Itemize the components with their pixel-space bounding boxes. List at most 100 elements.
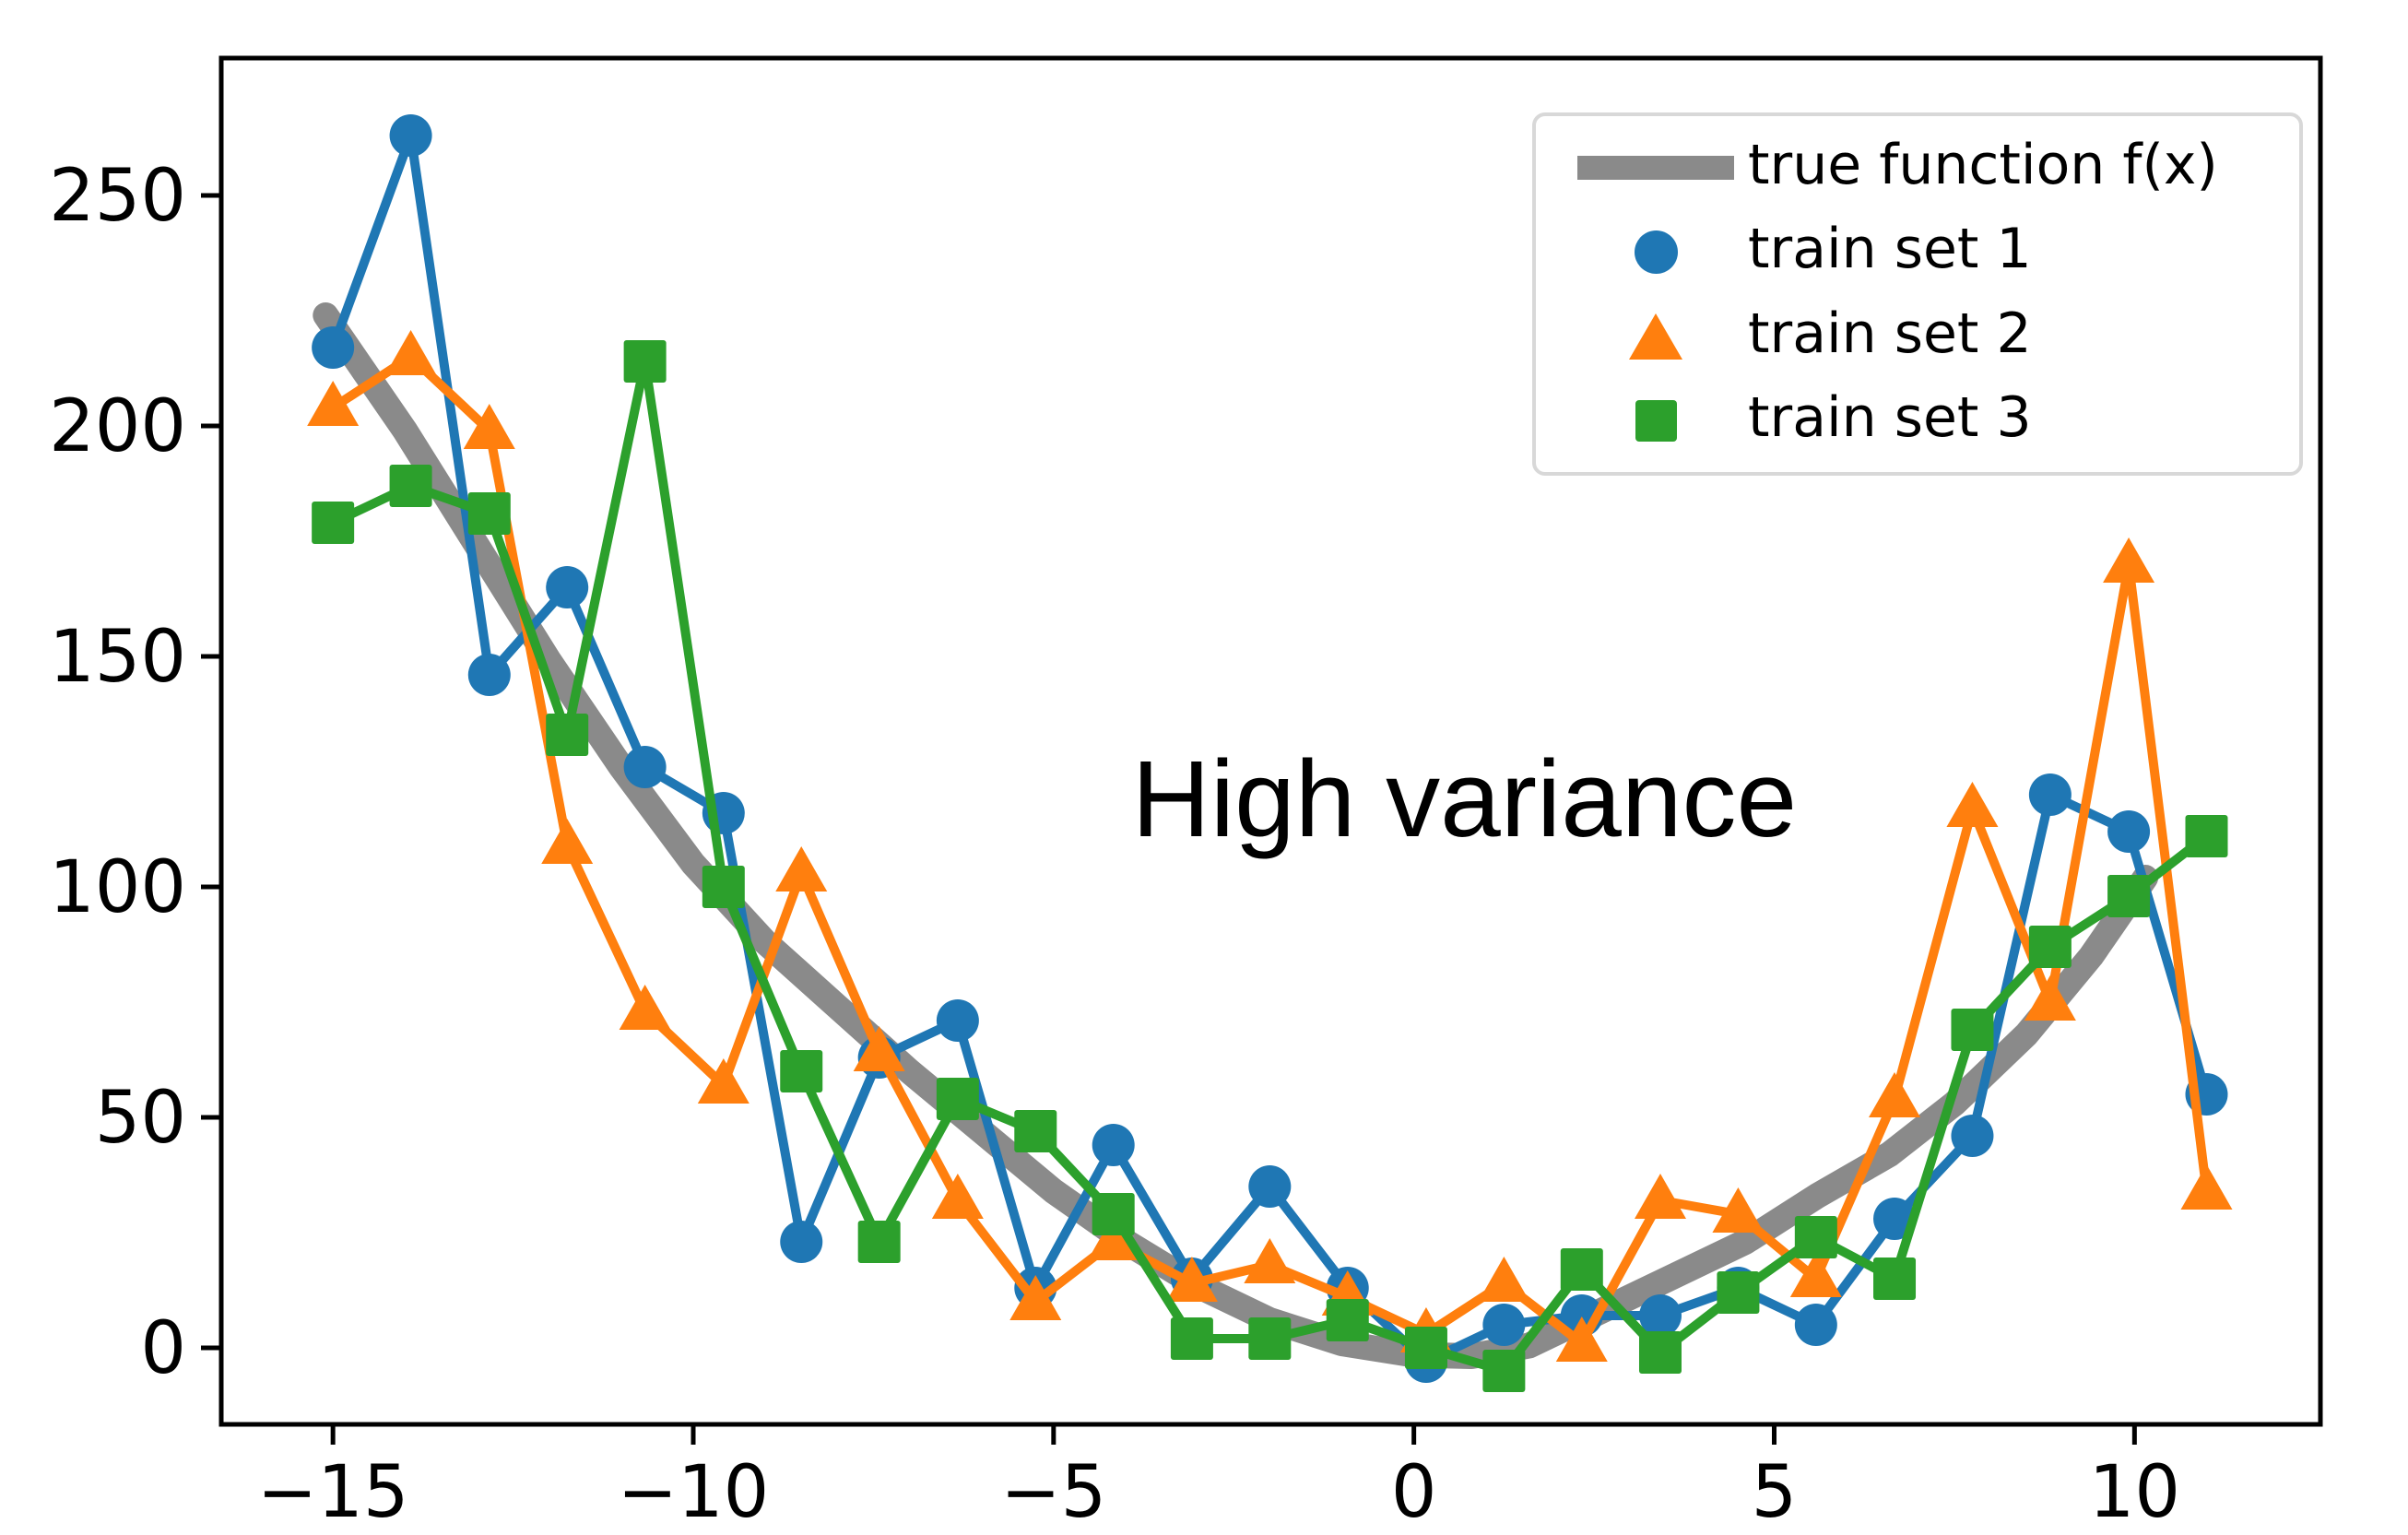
marker-square	[1717, 1271, 1760, 1314]
y-tick-label: 50	[95, 1077, 186, 1160]
marker-square	[1951, 1009, 1994, 1051]
marker-circle	[389, 114, 432, 157]
marker-square	[936, 1078, 979, 1120]
x-tick-label: 5	[1752, 1451, 1798, 1534]
y-tick-label: 0	[140, 1307, 186, 1390]
series-train-set-3	[312, 340, 2228, 1392]
marker-triangle	[1165, 1257, 1218, 1302]
marker-circle	[1951, 1115, 1994, 1157]
annotation-high-variance: High variance	[1131, 738, 1798, 860]
marker-square	[1560, 1248, 1603, 1291]
legend-item-train-set-3: train set 3	[1564, 390, 2272, 451]
data-series	[307, 114, 2233, 1392]
legend: true function f(x) train set 1 train set 2…	[1532, 112, 2303, 476]
series-train-set-2	[307, 330, 2233, 1362]
legend-label: true function f(x)	[1748, 132, 2218, 197]
x-tick-label: 0	[1391, 1451, 1437, 1534]
marker-triangle	[1555, 1317, 1608, 1362]
marker-triangle	[463, 404, 515, 449]
x-tick-label: −15	[257, 1451, 409, 1534]
legend-swatch-cell	[1564, 230, 1748, 274]
marker-triangle	[619, 985, 671, 1030]
marker-circle	[780, 1221, 823, 1263]
legend-label: train set 3	[1748, 385, 2032, 451]
marker-triangle	[541, 819, 594, 864]
legend-item-train-set-1: train set 1	[1564, 221, 2272, 282]
marker-square	[1092, 1193, 1135, 1235]
marker-square	[702, 866, 745, 908]
legend-label: train set 1	[1748, 217, 2032, 282]
y-tick-label: 250	[49, 155, 186, 238]
marker-triangle	[853, 1026, 905, 1071]
marker-square	[467, 492, 511, 535]
marker-square	[2028, 926, 2072, 968]
marker-circle	[1248, 1165, 1292, 1208]
legend-item-train-set-2: train set 2	[1564, 306, 2272, 367]
marker-square	[389, 465, 432, 507]
marker-square	[1873, 1258, 1917, 1300]
marker-circle	[936, 999, 979, 1042]
marker-circle	[2028, 773, 2072, 816]
marker-triangle	[775, 846, 828, 891]
marker-triangle	[384, 330, 437, 375]
marker-circle	[2107, 810, 2151, 853]
marker-square	[623, 340, 667, 383]
marker-circle	[312, 326, 355, 369]
marker-triangle	[1946, 782, 1999, 827]
marker-triangle	[2024, 975, 2076, 1021]
marker-triangle	[1244, 1238, 1296, 1283]
marker-square	[857, 1221, 901, 1263]
series-line-3	[328, 357, 2212, 1376]
marker-circle	[1794, 1304, 1837, 1346]
marker-triangle	[1009, 1275, 1062, 1320]
legend-swatch-cell	[1564, 313, 1748, 360]
marker-square	[2185, 815, 2228, 857]
marker-circle	[623, 746, 667, 788]
marker-square	[1014, 1110, 1057, 1152]
marker-triangle	[1087, 1215, 1139, 1260]
marker-triangle	[2103, 537, 2155, 583]
marker-circle	[1482, 1304, 1526, 1346]
legend-item-true-function-f(x): true function f(x)	[1564, 137, 2272, 198]
marker-triangle	[1634, 1174, 1686, 1219]
marker-square	[546, 714, 589, 756]
x-tick-label: −10	[618, 1451, 770, 1534]
marker-square	[1482, 1350, 1526, 1392]
square-swatch-icon	[1635, 399, 1677, 442]
legend-label: train set 2	[1748, 301, 2032, 366]
marker-circle	[1638, 1294, 1682, 1337]
marker-square	[1248, 1317, 1292, 1360]
line-swatch-icon	[1577, 155, 1734, 180]
marker-triangle	[1478, 1257, 1530, 1302]
plot-box-spines	[218, 55, 2323, 1427]
y-tick-label: 200	[49, 385, 186, 468]
legend-swatch-cell	[1564, 155, 1748, 180]
y-tick-label: 150	[49, 616, 186, 699]
x-tick-label: 10	[2089, 1451, 2180, 1534]
marker-square	[1170, 1317, 1213, 1360]
marker-triangle	[2180, 1164, 2233, 1210]
circle-swatch-icon	[1634, 230, 1678, 274]
marker-circle	[1092, 1124, 1135, 1166]
triangle-swatch-icon	[1629, 313, 1682, 360]
marker-square	[312, 502, 355, 544]
x-tick-label: −5	[1000, 1451, 1106, 1534]
y-tick-label: 100	[49, 846, 186, 929]
legend-swatch-cell	[1564, 399, 1748, 442]
marker-triangle	[1712, 1187, 1765, 1233]
marker-square	[2107, 875, 2151, 917]
marker-circle	[546, 566, 589, 608]
marker-square	[1326, 1299, 1369, 1341]
marker-triangle	[931, 1174, 984, 1219]
marker-triangle	[1789, 1252, 1842, 1297]
marker-square	[1404, 1327, 1447, 1369]
marker-square	[780, 1050, 823, 1092]
marker-triangle	[697, 1058, 750, 1104]
marker-square	[1794, 1216, 1837, 1258]
marker-square	[1638, 1331, 1682, 1374]
marker-triangle	[1869, 1072, 1921, 1117]
marker-circle	[467, 654, 511, 696]
